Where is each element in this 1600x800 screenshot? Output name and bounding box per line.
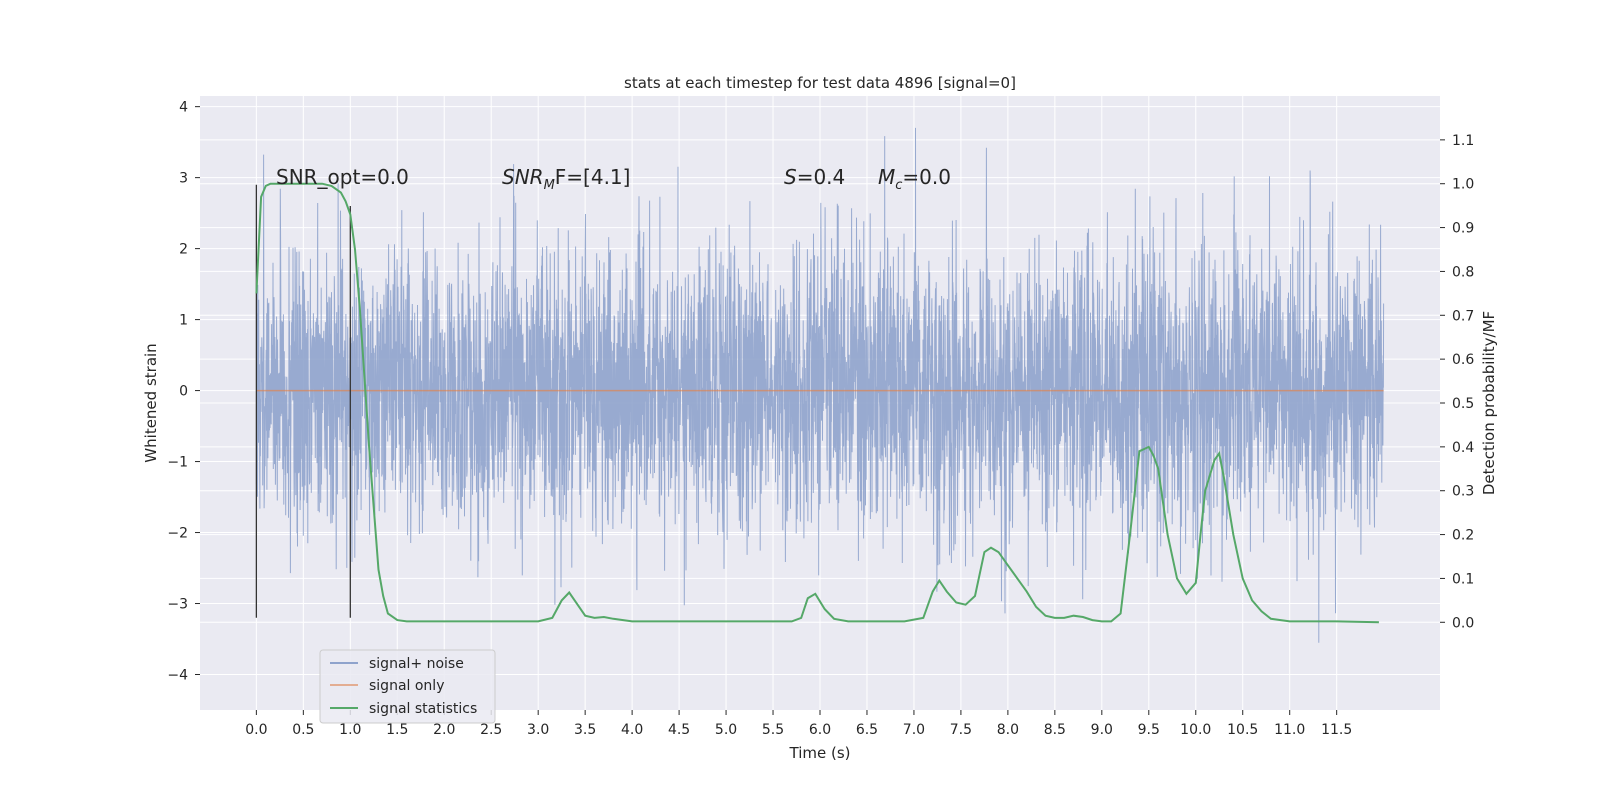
y-right-tick-label-8: 0.8 xyxy=(1452,264,1474,280)
y-right-tick-label-2: 0.2 xyxy=(1452,528,1474,544)
y-left-tick-label-5: 1 xyxy=(179,313,188,329)
y-left-tick-label-0: −4 xyxy=(167,668,188,684)
y-left-tick-label-3: −1 xyxy=(167,455,188,471)
legend: signal+ noise signal only signal statist… xyxy=(319,649,496,724)
legend-label-statistics: signal statistics xyxy=(369,701,477,717)
annotation-snr-mf-value: F=[4.1] xyxy=(555,165,631,189)
x-tick-label-1: 0.5 xyxy=(292,722,314,738)
x-tick-label-10: 5.0 xyxy=(715,722,737,738)
chart-title: stats at each timestep for test data 489… xyxy=(624,74,1016,92)
x-tick-label-8: 4.0 xyxy=(621,722,643,738)
x-tick-label-0: 0.0 xyxy=(245,722,267,738)
annotation-snr-mf: SNRMF=[4.1] xyxy=(502,165,630,193)
annotation-snr-mf-subscript: M xyxy=(544,178,555,193)
y-left-tick-label-2: −2 xyxy=(167,526,188,542)
x-tick-label-2: 1.0 xyxy=(339,722,361,738)
annotation-mc-subscript: c xyxy=(895,178,902,193)
vertical-markers xyxy=(255,184,351,618)
x-axis-label: Time (s) xyxy=(789,744,851,762)
noise-series xyxy=(255,127,1385,643)
x-tick-label-23: 11.5 xyxy=(1321,722,1352,738)
y-right-tick-label-5: 0.5 xyxy=(1452,396,1474,412)
x-ticks: 0.0 0.5 1.0 1.5 2.0 2.5 3.0 3.5 4.0 4.5 5.0 5.5 6.0 6… xyxy=(245,710,1352,738)
x-tick-label-9: 4.5 xyxy=(668,722,690,738)
x-tick-label-6: 3.0 xyxy=(527,722,549,738)
y-right-tick-label-1: 0.1 xyxy=(1452,571,1474,587)
x-tick-label-14: 7.0 xyxy=(903,722,925,738)
x-tick-label-22: 11.0 xyxy=(1274,722,1305,738)
y-right-tick-label-0: 0.0 xyxy=(1452,615,1474,631)
x-tick-label-17: 8.5 xyxy=(1044,722,1066,738)
y-left-tick-label-6: 2 xyxy=(179,242,188,258)
y-right-tick-label-6: 0.6 xyxy=(1452,352,1474,368)
x-tick-label-13: 6.5 xyxy=(856,722,878,738)
annotation-mc: Mc=0.0 xyxy=(878,165,951,193)
x-tick-label-21: 10.5 xyxy=(1227,722,1258,738)
x-tick-label-11: 5.5 xyxy=(762,722,784,738)
x-tick-label-7: 3.5 xyxy=(574,722,596,738)
legend-box xyxy=(319,649,496,724)
y-right-tick-label-11: 1.1 xyxy=(1452,133,1474,149)
legend-label-signal-only: signal only xyxy=(369,678,444,694)
x-tick-label-5: 2.5 xyxy=(480,722,502,738)
annotation-s: S=0.4 xyxy=(784,165,845,189)
x-tick-label-18: 9.0 xyxy=(1091,722,1113,738)
annotation-s-symbol: S xyxy=(784,165,797,189)
legend-label-noise: signal+ noise xyxy=(369,656,464,672)
y-left-tick-label-4: 0 xyxy=(179,384,188,400)
statistics-series xyxy=(255,182,1379,624)
x-tick-label-19: 9.5 xyxy=(1138,722,1160,738)
y-left-tick-label-1: −3 xyxy=(167,597,188,613)
annotation-snr-opt: SNR_opt=0.0 xyxy=(276,165,409,189)
y-right-tick-label-9: 0.9 xyxy=(1452,221,1474,237)
x-tick-label-20: 10.0 xyxy=(1180,722,1211,738)
annotation-mc-symbol: M xyxy=(878,165,895,189)
x-tick-label-3: 1.5 xyxy=(386,722,408,738)
x-tick-label-15: 7.5 xyxy=(950,722,972,738)
y-left-tick-label-7: 3 xyxy=(179,171,188,187)
y-left-tick-label-8: 4 xyxy=(179,100,188,116)
x-tick-label-12: 6.0 xyxy=(809,722,831,738)
x-tick-label-4: 2.0 xyxy=(433,722,455,738)
annotation-snr-mf-symbol: SNR xyxy=(502,165,544,189)
y-left-axis-label: Whitened strain xyxy=(142,343,160,462)
y-right-tick-label-10: 1.0 xyxy=(1452,177,1474,193)
x-tick-label-16: 8.0 xyxy=(997,722,1019,738)
y-right-tick-label-4: 0.4 xyxy=(1452,440,1474,456)
y-left-ticks: −4 −3 −2 −1 0 1 2 3 4 xyxy=(167,100,200,684)
annotation-mc-value: =0.0 xyxy=(902,165,951,189)
annotation-s-value: =0.4 xyxy=(797,165,846,189)
y-right-tick-label-3: 0.3 xyxy=(1452,484,1474,500)
y-right-axis-label: Detection probability/MF xyxy=(1480,311,1498,495)
y-right-tick-label-7: 0.7 xyxy=(1452,308,1474,324)
y-right-ticks: 0.0 0.1 0.2 0.3 0.4 0.5 0.6 0.7 0.8 0.9 1.0 1.1 xyxy=(1440,133,1474,631)
noise-trace xyxy=(255,127,1385,643)
statistics-line xyxy=(255,182,1379,624)
